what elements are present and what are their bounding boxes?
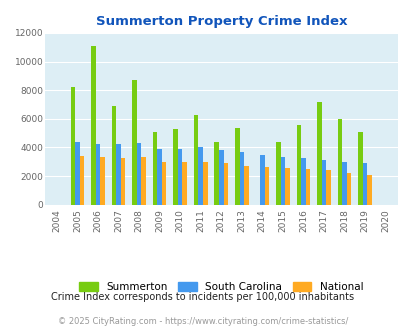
Bar (162, 162, 166, 205)
Bar (173, 129, 177, 205)
Bar (214, 142, 218, 205)
Bar (280, 157, 284, 205)
Bar (316, 102, 321, 205)
Bar (296, 124, 301, 205)
Bar (194, 115, 198, 205)
Bar (321, 160, 325, 205)
Bar (96, 144, 100, 205)
Bar (111, 106, 116, 205)
Bar (284, 168, 289, 205)
Bar (275, 142, 280, 205)
Bar (116, 144, 121, 205)
Title: Summerton Property Crime Index: Summerton Property Crime Index (95, 15, 346, 28)
Text: © 2025 CityRating.com - https://www.cityrating.com/crime-statistics/: © 2025 CityRating.com - https://www.city… (58, 317, 347, 326)
Bar (136, 143, 141, 205)
Bar (325, 170, 330, 205)
Bar (305, 169, 309, 205)
Bar (223, 163, 228, 205)
Bar (202, 162, 207, 205)
Bar (234, 128, 239, 205)
Bar (141, 157, 145, 205)
Text: Crime Index corresponds to incidents per 100,000 inhabitants: Crime Index corresponds to incidents per… (51, 292, 354, 302)
Bar (75, 142, 79, 205)
Bar (79, 156, 84, 205)
Bar (153, 132, 157, 205)
Bar (362, 163, 367, 205)
Bar (218, 150, 223, 205)
Bar (243, 166, 248, 205)
Bar (132, 80, 136, 205)
Bar (239, 152, 243, 205)
Bar (70, 87, 75, 205)
Bar (182, 162, 187, 205)
Bar (198, 148, 202, 205)
Bar (100, 157, 104, 205)
Bar (121, 158, 125, 205)
Legend: Summerton, South Carolina, National: Summerton, South Carolina, National (79, 282, 362, 292)
Bar (301, 158, 305, 205)
Bar (341, 162, 346, 205)
Bar (157, 149, 162, 205)
Bar (177, 149, 182, 205)
Bar (357, 132, 362, 205)
Bar (91, 46, 96, 205)
Bar (264, 167, 269, 205)
Bar (337, 119, 341, 205)
Bar (346, 173, 350, 205)
Bar (367, 175, 371, 205)
Bar (260, 154, 264, 205)
